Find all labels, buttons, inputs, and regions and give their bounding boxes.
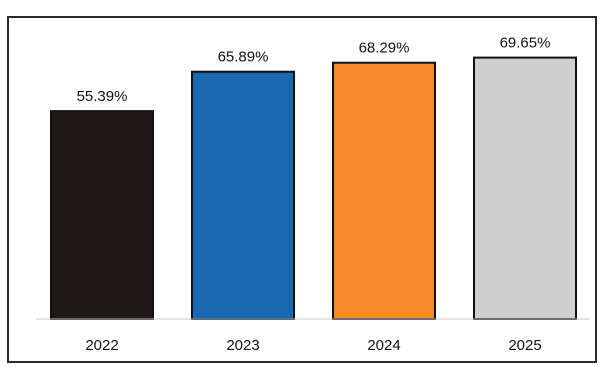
- data-label-2023: 65.89%: [218, 49, 269, 66]
- x-axis-ticks-layer: 2022 2023 2024 2025: [85, 337, 541, 354]
- data-label-2022: 55.39%: [77, 88, 128, 105]
- data-label-2025: 69.65%: [500, 35, 551, 52]
- x-tick-label-2024: 2024: [367, 337, 400, 354]
- bar-2023: [191, 70, 295, 320]
- x-tick-label-2023: 2023: [226, 337, 259, 354]
- bars-layer: [50, 56, 577, 321]
- data-label-2024: 68.29%: [359, 40, 410, 57]
- bar-2024: [332, 61, 436, 321]
- x-tick-label-2022: 2022: [85, 337, 118, 354]
- data-labels-layer: 55.39% 65.89% 68.29% 69.65%: [77, 35, 551, 106]
- bar-2022: [50, 110, 154, 320]
- bar-2025: [473, 56, 577, 321]
- x-tick-label-2025: 2025: [508, 337, 541, 354]
